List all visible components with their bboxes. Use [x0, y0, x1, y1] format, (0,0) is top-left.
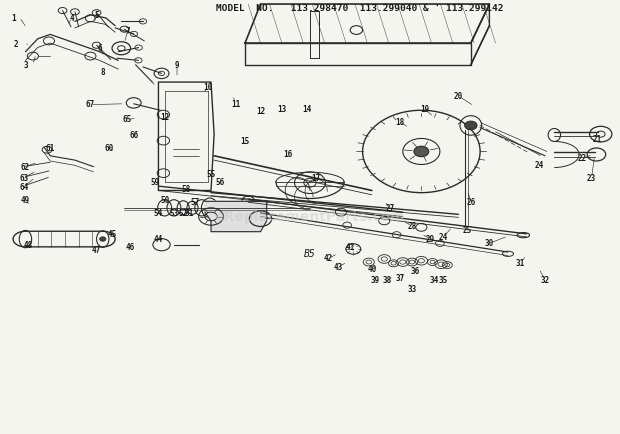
Text: 17: 17 — [312, 174, 321, 183]
Text: 12: 12 — [160, 113, 169, 122]
Text: 63: 63 — [20, 174, 29, 183]
Text: 21: 21 — [593, 135, 602, 144]
Text: MODEL  NO.   113.298470  113.299040 & ' 113.299142: MODEL NO. 113.298470 113.299040 & ' 113.… — [216, 4, 503, 13]
Text: eReplacementParts.com: eReplacementParts.com — [215, 210, 405, 224]
Text: 56: 56 — [216, 178, 225, 187]
Text: 44: 44 — [154, 234, 163, 243]
Text: 39: 39 — [370, 275, 379, 284]
Text: 31: 31 — [516, 258, 525, 267]
Polygon shape — [205, 202, 267, 232]
Text: 59: 59 — [151, 178, 160, 187]
Text: 34: 34 — [429, 275, 438, 284]
Circle shape — [414, 147, 429, 157]
Text: 55: 55 — [206, 169, 216, 178]
Text: 12: 12 — [256, 106, 265, 115]
Text: 47: 47 — [92, 245, 101, 254]
Text: 36: 36 — [410, 266, 420, 276]
Text: 5: 5 — [94, 11, 99, 20]
Text: 26: 26 — [466, 197, 476, 206]
Text: 25: 25 — [463, 226, 472, 234]
Text: 23: 23 — [587, 174, 596, 183]
Text: 9: 9 — [175, 61, 179, 70]
Text: 10: 10 — [203, 83, 213, 92]
Text: 14: 14 — [303, 104, 311, 113]
Text: B5: B5 — [304, 249, 316, 259]
Text: 33: 33 — [407, 284, 417, 293]
Text: 40: 40 — [367, 264, 376, 273]
Text: 24: 24 — [534, 161, 544, 170]
Text: 57: 57 — [191, 197, 200, 206]
Text: 4: 4 — [69, 13, 74, 23]
Text: 50: 50 — [160, 195, 169, 204]
Text: 6: 6 — [97, 44, 102, 53]
Text: 67: 67 — [86, 100, 95, 109]
Text: 51: 51 — [185, 208, 194, 217]
Text: 30: 30 — [485, 238, 494, 247]
Text: 37: 37 — [395, 273, 404, 282]
Text: 1: 1 — [11, 13, 16, 23]
Text: 27: 27 — [386, 204, 395, 213]
Text: 46: 46 — [126, 243, 135, 252]
Text: 52: 52 — [179, 208, 188, 217]
Text: 49: 49 — [21, 195, 30, 204]
Text: 61: 61 — [45, 143, 55, 152]
Text: 45: 45 — [107, 230, 117, 239]
Text: 20: 20 — [454, 92, 463, 100]
Text: 32: 32 — [541, 275, 550, 284]
Text: 66: 66 — [129, 130, 138, 139]
Text: 13: 13 — [278, 104, 287, 113]
Text: 58: 58 — [182, 184, 191, 194]
Text: 41: 41 — [345, 243, 355, 252]
Text: 38: 38 — [383, 275, 392, 284]
Text: 11: 11 — [231, 100, 241, 109]
Text: 2: 2 — [14, 39, 19, 49]
Text: 15: 15 — [241, 137, 250, 146]
Text: 43: 43 — [333, 262, 342, 271]
Text: 8: 8 — [100, 68, 105, 76]
Text: 62: 62 — [21, 163, 30, 172]
Text: 53: 53 — [169, 208, 179, 217]
Circle shape — [100, 237, 106, 242]
Text: 35: 35 — [438, 275, 448, 284]
Text: 65: 65 — [123, 115, 132, 124]
Text: 48: 48 — [24, 240, 33, 250]
Text: 3: 3 — [23, 61, 28, 70]
Text: 60: 60 — [104, 143, 113, 152]
Text: 16: 16 — [284, 150, 293, 159]
Text: 24: 24 — [438, 232, 448, 241]
Text: 19: 19 — [420, 104, 429, 113]
Text: 29: 29 — [426, 234, 435, 243]
Text: 64: 64 — [20, 182, 29, 191]
Text: 22: 22 — [578, 154, 587, 163]
Text: 54: 54 — [154, 208, 163, 217]
Text: 42: 42 — [324, 253, 333, 263]
Text: 7: 7 — [125, 26, 130, 36]
Text: 28: 28 — [407, 221, 417, 230]
Circle shape — [464, 122, 477, 131]
Text: 18: 18 — [395, 117, 404, 126]
